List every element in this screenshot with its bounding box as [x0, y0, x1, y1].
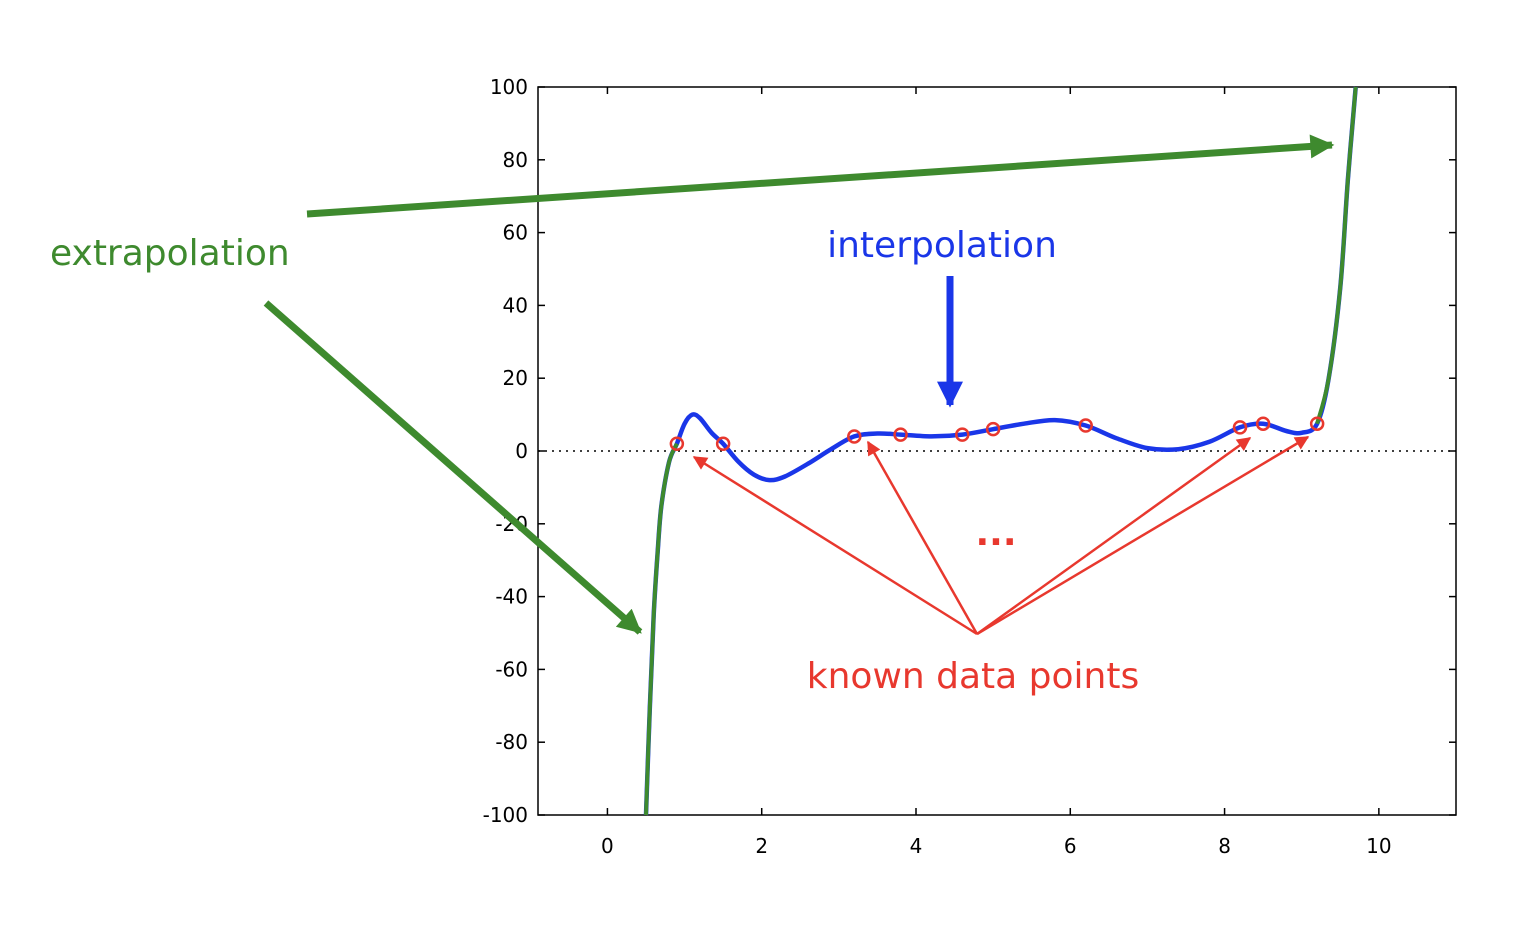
known-data-point — [893, 427, 908, 442]
y-tick-label: -60 — [495, 657, 528, 681]
interpolation-label: interpolation — [827, 225, 1057, 266]
known-points-label: known data points — [807, 656, 1140, 697]
y-tick-label: 0 — [515, 439, 528, 463]
ellipsis-label: ... — [975, 513, 1016, 554]
known-data-point — [847, 429, 862, 444]
y-tick-label: -80 — [495, 730, 528, 754]
y-tick-label: 80 — [503, 148, 528, 172]
known-points-arrow — [692, 455, 978, 636]
known-points-arrow — [976, 436, 1252, 636]
x-tick-label: 6 — [1064, 834, 1077, 858]
series-interpolation-line — [643, 86, 1358, 816]
extrapolation-arrow-left — [263, 300, 643, 635]
x-tick-label: 2 — [755, 834, 768, 858]
y-tick-label: -100 — [483, 803, 528, 827]
extrapolation-arrow-right — [306, 134, 1335, 218]
y-tick-label: 100 — [490, 75, 528, 99]
known-data-point — [1309, 416, 1325, 431]
y-tick-label: -40 — [495, 585, 528, 609]
known-data-point — [715, 436, 731, 451]
plot-area — [643, 86, 1358, 816]
y-tick-label: 20 — [503, 366, 528, 390]
known-data-point — [1232, 420, 1248, 435]
known-points-arrow — [976, 435, 1310, 636]
x-tick-label: 10 — [1366, 834, 1391, 858]
series-extrapolation-right-line — [1315, 86, 1358, 425]
x-tick-label: 0 — [601, 834, 614, 858]
y-tick-label: 60 — [503, 221, 528, 245]
known-data-point — [955, 427, 970, 442]
y-tick-label: 40 — [503, 293, 528, 317]
known-data-point — [1078, 418, 1093, 433]
series-extrapolation-left-line — [644, 442, 679, 816]
known-data-point — [985, 421, 1001, 437]
x-tick-label: 4 — [910, 834, 923, 858]
extrapolation-label: extrapolation — [50, 233, 290, 274]
known-points-arrow — [866, 440, 979, 635]
known-data-point — [669, 436, 685, 451]
known-data-point — [1255, 416, 1271, 431]
x-tick-label: 8 — [1218, 834, 1231, 858]
